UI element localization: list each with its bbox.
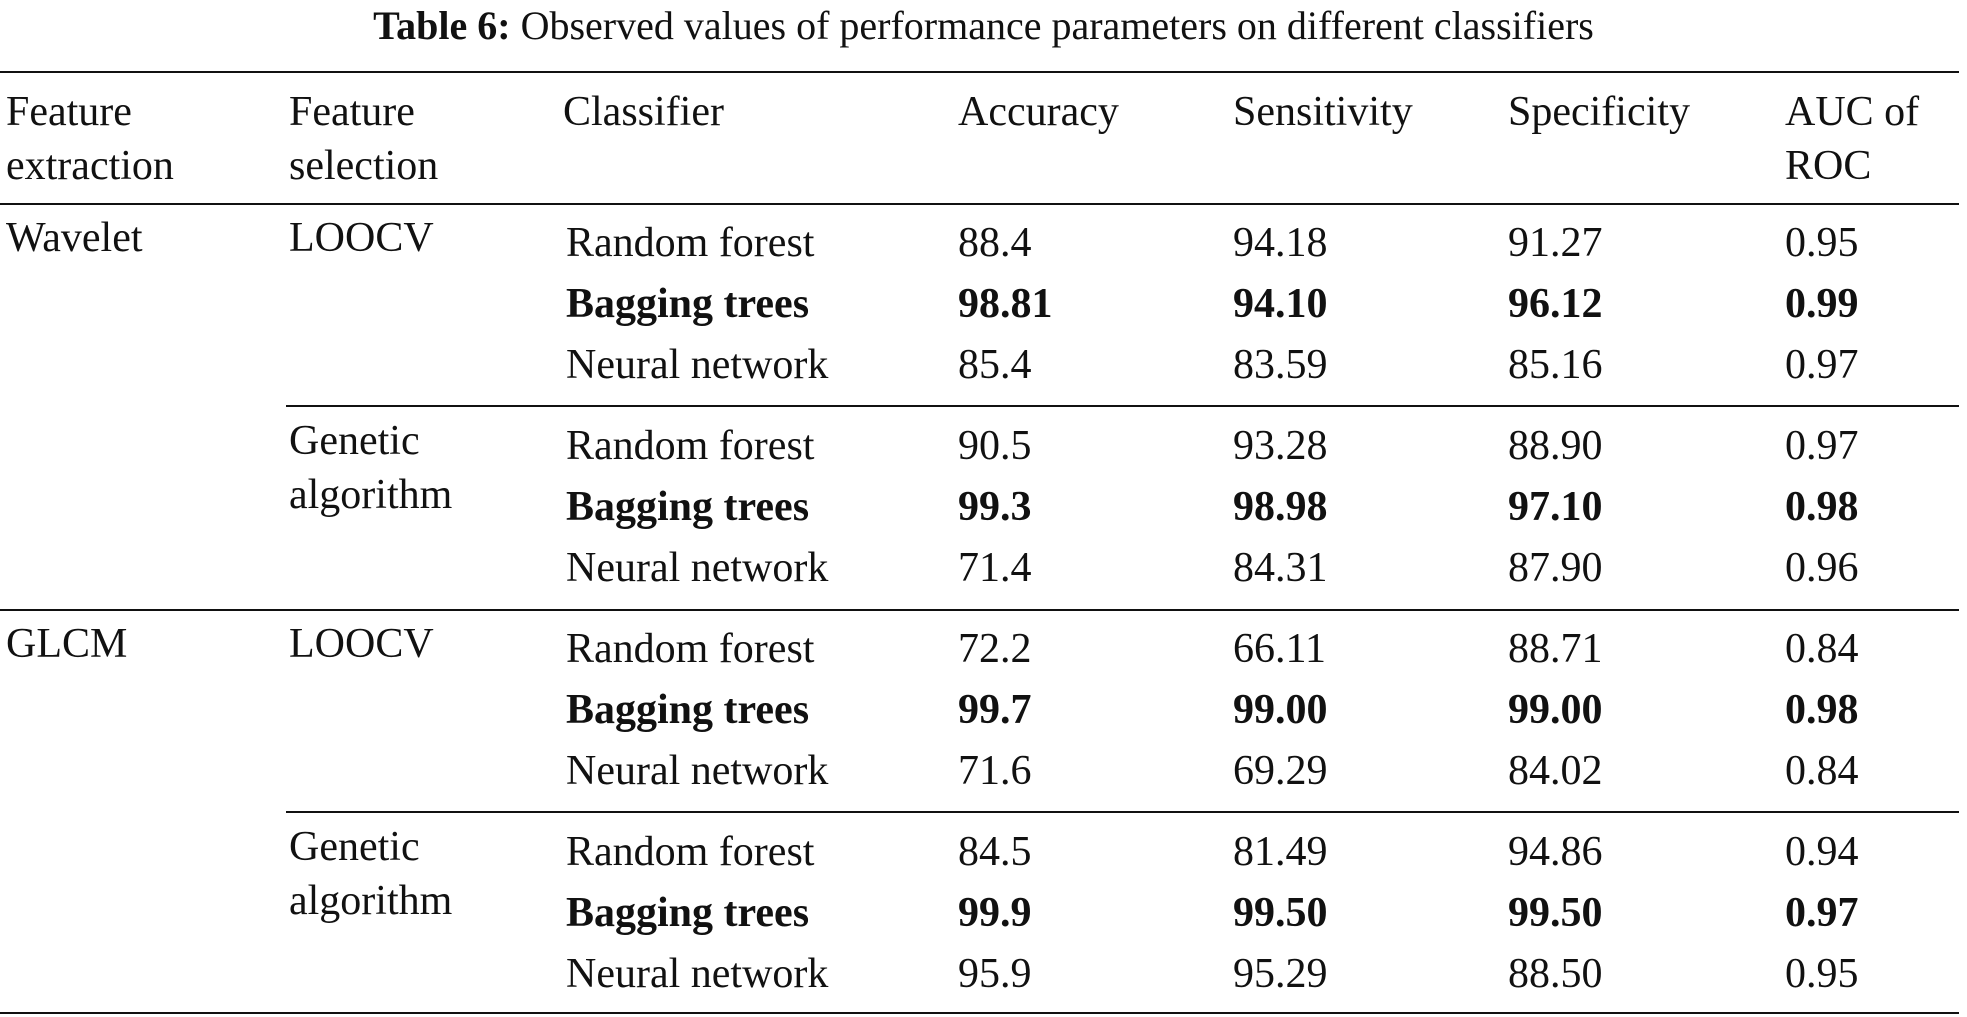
header-classifier: Classifier bbox=[563, 89, 724, 135]
subgroup-rule-glcm bbox=[286, 811, 1959, 813]
table-caption: Table 6: Observed values of performance … bbox=[0, 0, 1967, 56]
specificity-cell: 91.27 bbox=[1508, 220, 1603, 266]
sensitivity-cell: 66.11 bbox=[1233, 626, 1326, 672]
specificity-cell: 99.00 bbox=[1508, 687, 1603, 733]
feature-selection-wavelet-loocv: LOOCV bbox=[289, 215, 434, 261]
accuracy-cell: 98.81 bbox=[958, 281, 1053, 327]
accuracy-cell: 90.5 bbox=[958, 423, 1032, 469]
classifier-cell: Random forest bbox=[566, 220, 815, 266]
feature-selection-glcm-loocv: LOOCV bbox=[289, 621, 434, 667]
header-feature-selection-line1: Feature bbox=[289, 89, 415, 135]
table-caption-label: Table 6: bbox=[373, 3, 511, 48]
classifier-cell: Bagging trees bbox=[566, 687, 810, 733]
header-specificity: Specificity bbox=[1508, 89, 1690, 135]
specificity-cell: 88.90 bbox=[1508, 423, 1603, 469]
classifier-cell: Bagging trees bbox=[566, 484, 810, 530]
specificity-cell: 94.86 bbox=[1508, 829, 1603, 875]
classifier-cell: Random forest bbox=[566, 626, 815, 672]
group-rule-wavelet-glcm bbox=[0, 609, 1959, 611]
header-auc-line2: ROC bbox=[1785, 143, 1872, 189]
header-feature-extraction-line2: extraction bbox=[6, 143, 174, 189]
sensitivity-cell: 94.18 bbox=[1233, 220, 1328, 266]
header-accuracy: Accuracy bbox=[958, 89, 1119, 135]
classifier-cell: Neural network bbox=[566, 748, 829, 794]
top-rule bbox=[0, 71, 1959, 73]
feature-selection-line2: algorithm bbox=[289, 472, 453, 518]
sensitivity-cell: 95.29 bbox=[1233, 951, 1328, 997]
sensitivity-cell: 99.50 bbox=[1233, 890, 1328, 936]
classifier-cell: Random forest bbox=[566, 423, 815, 469]
feature-extraction-glcm: GLCM bbox=[6, 621, 128, 667]
auc-cell: 0.99 bbox=[1785, 281, 1859, 327]
accuracy-cell: 99.9 bbox=[958, 890, 1032, 936]
classifier-cell: Neural network bbox=[566, 545, 829, 591]
sensitivity-cell: 84.31 bbox=[1233, 545, 1328, 591]
auc-cell: 0.94 bbox=[1785, 829, 1859, 875]
feature-extraction-wavelet: Wavelet bbox=[6, 215, 143, 261]
feature-selection-wavelet-genetic: Genetic algorithm bbox=[289, 414, 452, 522]
accuracy-cell: 95.9 bbox=[958, 951, 1032, 997]
auc-cell: 0.95 bbox=[1785, 220, 1859, 266]
auc-cell: 0.98 bbox=[1785, 687, 1859, 733]
sensitivity-cell: 98.98 bbox=[1233, 484, 1328, 530]
feature-selection-glcm-genetic: Genetic algorithm bbox=[289, 820, 452, 928]
specificity-cell: 85.16 bbox=[1508, 342, 1603, 388]
auc-cell: 0.97 bbox=[1785, 890, 1859, 936]
accuracy-cell: 72.2 bbox=[958, 626, 1032, 672]
auc-cell: 0.96 bbox=[1785, 545, 1859, 591]
sensitivity-cell: 94.10 bbox=[1233, 281, 1328, 327]
classifier-cell: Random forest bbox=[566, 829, 815, 875]
feature-selection-line1: Genetic bbox=[289, 824, 420, 870]
classifier-cell: Bagging trees bbox=[566, 890, 810, 936]
accuracy-cell: 99.7 bbox=[958, 687, 1032, 733]
specificity-cell: 99.50 bbox=[1508, 890, 1603, 936]
classifier-cell: Neural network bbox=[566, 342, 829, 388]
auc-cell: 0.95 bbox=[1785, 951, 1859, 997]
classifier-cell: Neural network bbox=[566, 951, 829, 997]
header-feature-selection: Feature selection bbox=[289, 85, 438, 193]
header-auc: AUC of ROC bbox=[1785, 85, 1919, 193]
header-feature-extraction-line1: Feature bbox=[6, 89, 132, 135]
feature-selection-line1: Genetic bbox=[289, 418, 420, 464]
specificity-cell: 96.12 bbox=[1508, 281, 1603, 327]
accuracy-cell: 88.4 bbox=[958, 220, 1032, 266]
header-rule bbox=[0, 203, 1959, 205]
sensitivity-cell: 69.29 bbox=[1233, 748, 1328, 794]
accuracy-cell: 71.6 bbox=[958, 748, 1032, 794]
accuracy-cell: 99.3 bbox=[958, 484, 1032, 530]
specificity-cell: 87.90 bbox=[1508, 545, 1603, 591]
sensitivity-cell: 83.59 bbox=[1233, 342, 1328, 388]
specificity-cell: 97.10 bbox=[1508, 484, 1603, 530]
header-auc-line1: AUC of bbox=[1785, 89, 1920, 135]
sensitivity-cell: 81.49 bbox=[1233, 829, 1328, 875]
header-feature-extraction: Feature extraction bbox=[6, 85, 174, 193]
auc-cell: 0.84 bbox=[1785, 626, 1859, 672]
auc-cell: 0.98 bbox=[1785, 484, 1859, 530]
table-caption-text: Observed values of performance parameter… bbox=[520, 3, 1594, 48]
specificity-cell: 88.50 bbox=[1508, 951, 1603, 997]
sensitivity-cell: 93.28 bbox=[1233, 423, 1328, 469]
auc-cell: 0.97 bbox=[1785, 342, 1859, 388]
auc-cell: 0.97 bbox=[1785, 423, 1859, 469]
subgroup-rule-wavelet bbox=[286, 405, 1959, 407]
accuracy-cell: 84.5 bbox=[958, 829, 1032, 875]
bottom-rule bbox=[0, 1012, 1959, 1014]
header-sensitivity: Sensitivity bbox=[1233, 89, 1413, 135]
classifier-cell: Bagging trees bbox=[566, 281, 810, 327]
specificity-cell: 84.02 bbox=[1508, 748, 1603, 794]
header-feature-selection-line2: selection bbox=[289, 143, 439, 189]
auc-cell: 0.84 bbox=[1785, 748, 1859, 794]
accuracy-cell: 71.4 bbox=[958, 545, 1032, 591]
feature-selection-line2: algorithm bbox=[289, 878, 453, 924]
accuracy-cell: 85.4 bbox=[958, 342, 1032, 388]
specificity-cell: 88.71 bbox=[1508, 626, 1603, 672]
sensitivity-cell: 99.00 bbox=[1233, 687, 1328, 733]
